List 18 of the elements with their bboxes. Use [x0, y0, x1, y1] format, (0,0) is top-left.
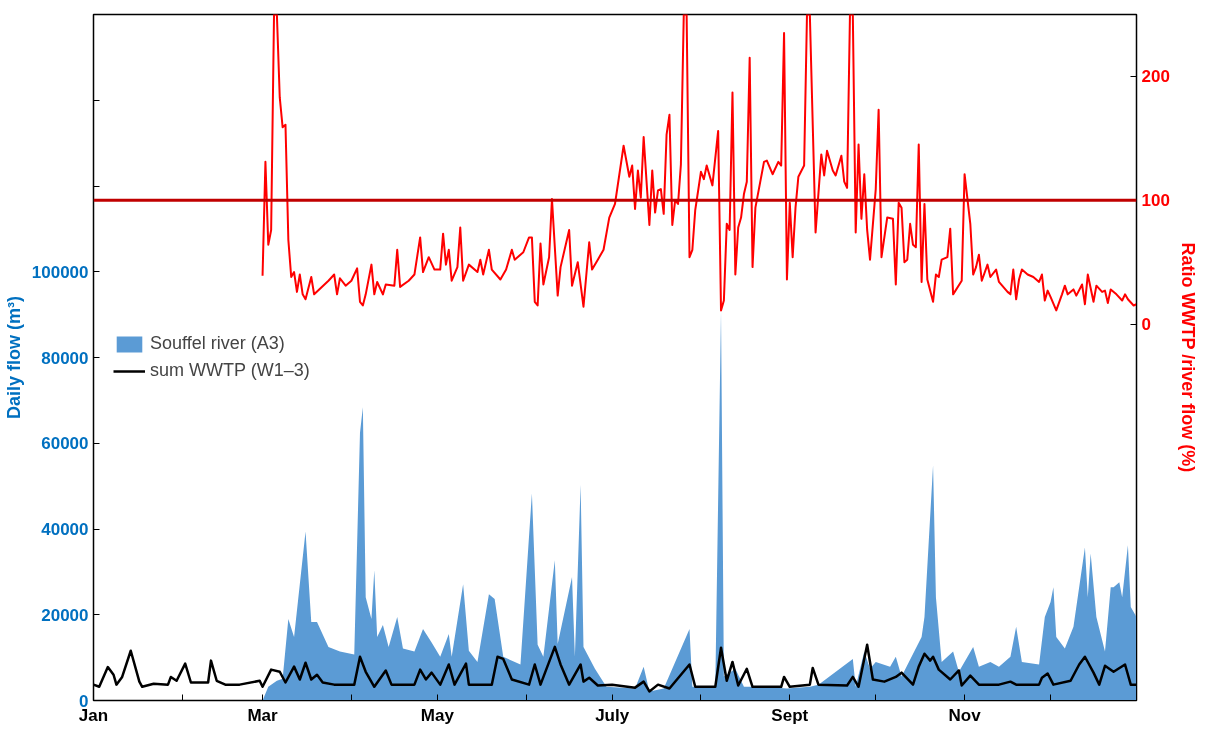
legend-label: sum WWTP (W1–3) — [150, 360, 310, 381]
y-tick-label: 80000 — [41, 348, 89, 368]
x-tick-label: Nov — [948, 705, 982, 725]
x-tick-label: July — [595, 705, 630, 725]
x-tick-label: May — [420, 705, 455, 725]
y-axis-title: Daily flow (m³) — [3, 295, 24, 419]
y2-tick-label: 200 — [1141, 67, 1170, 87]
y-tick-label: 100000 — [31, 262, 89, 282]
x-tick-label: Mar — [247, 705, 279, 725]
y2-axis-title: Ratio WWTP /river flow (%) — [1177, 242, 1198, 473]
x-tick-label: Sept — [771, 705, 809, 725]
y2-tick-label: 100 — [1141, 191, 1170, 211]
line-series — [261, 14, 1137, 312]
y-tick-label: 20000 — [41, 605, 89, 625]
y2-tick-label: 0 — [1141, 315, 1151, 335]
legend-label: Souffel river (A3) — [150, 333, 285, 354]
y-tick-label: 40000 — [41, 520, 89, 539]
y-tick-label: 60000 — [41, 434, 89, 454]
